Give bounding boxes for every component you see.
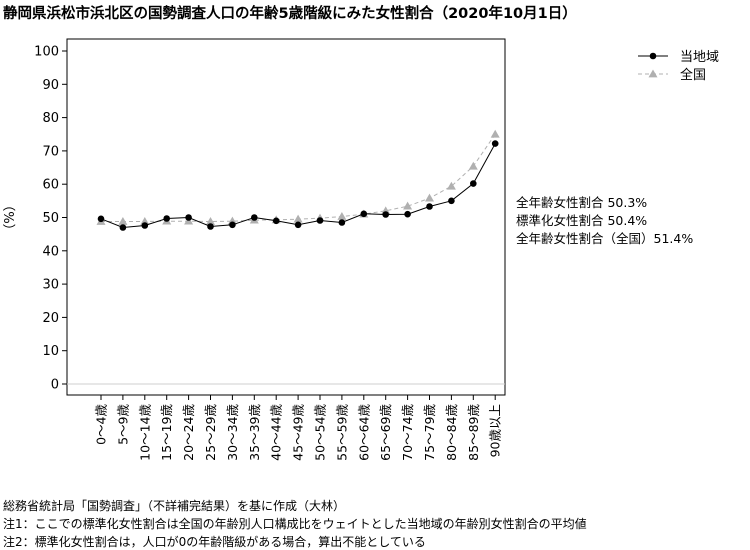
data-point <box>229 221 236 229</box>
plot-frame <box>66 38 506 396</box>
data-point <box>206 216 215 225</box>
data-point <box>338 219 346 226</box>
x-tick-label: 20～24歳 <box>181 404 196 461</box>
y-tick-label: 50 <box>42 211 59 226</box>
data-point <box>468 161 478 170</box>
x-tick-label: 40～44歳 <box>269 404 284 461</box>
x-tick-label: 5～9歳 <box>115 404 130 445</box>
y-tick-label: 40 <box>42 244 59 259</box>
series-line <box>101 134 496 223</box>
data-point <box>491 140 499 147</box>
data-point <box>272 217 280 225</box>
x-tick-label: 90歳以上 <box>488 404 503 457</box>
legend-marker <box>649 52 657 60</box>
data-point <box>490 129 500 138</box>
x-tick-label: 75～79歳 <box>422 404 437 461</box>
x-tick-label: 50～54歳 <box>313 404 328 461</box>
y-tick-label: 80 <box>42 111 59 126</box>
x-tick-label: 60～64歳 <box>356 404 371 461</box>
chart-title: 静岡県浜松市浜北区の国勢調査人口の年齢5歳階級にみた女性割合（2020年10月1… <box>3 6 577 22</box>
x-tick-label: 25～29歳 <box>203 404 218 461</box>
annotation-all-age-ratio: 全年齢女性割合 50.3% <box>516 195 648 210</box>
data-point <box>448 197 455 205</box>
data-point <box>294 221 302 229</box>
data-point <box>141 222 149 229</box>
x-tick-label: 0～4歳 <box>94 404 109 445</box>
x-tick-label: 85～89歳 <box>466 404 481 461</box>
data-point <box>163 215 170 222</box>
data-point <box>470 180 477 187</box>
y-tick-label: 70 <box>42 144 59 159</box>
data-point <box>207 223 214 230</box>
data-point <box>360 210 368 218</box>
data-point <box>337 212 347 220</box>
series-national <box>96 129 500 225</box>
data-point <box>185 214 192 221</box>
x-tick-label: 70～74歳 <box>400 404 415 461</box>
x-tick-label: 55～59歳 <box>334 404 349 461</box>
x-tick-label: 80～84歳 <box>444 404 459 461</box>
data-point <box>119 224 127 231</box>
data-point <box>403 201 413 210</box>
footnote-note-2: 注2：標準化女性割合は，人口が0の年齢階級がある場合，算出不能としている <box>3 535 426 549</box>
y-tick-label: 100 <box>34 45 59 60</box>
data-point <box>425 193 434 202</box>
y-tick-label: 20 <box>42 311 59 326</box>
legend-marker <box>648 69 658 78</box>
y-tick-label: 10 <box>42 344 59 359</box>
series-layer <box>96 129 500 231</box>
x-tick-label: 45～49歳 <box>291 404 306 461</box>
data-point <box>251 214 258 221</box>
y-tick-label: 30 <box>42 278 59 293</box>
legend-label: 当地域 <box>680 50 719 65</box>
x-tick-label: 10～14歳 <box>137 404 152 461</box>
chart-axes: 0 10 20 30 40 50 60 70 80 90 100 （%） 0～4歳 5～9歳 10～14歳 1… <box>3 38 506 461</box>
data-point <box>426 203 433 210</box>
data-point <box>293 214 303 223</box>
data-point <box>382 211 390 218</box>
data-point <box>97 215 105 223</box>
data-point <box>118 216 128 225</box>
series-local <box>97 140 499 231</box>
x-tick-label: 30～34歳 <box>225 404 240 461</box>
x-tick-label: 15～19歳 <box>159 404 174 461</box>
y-tick-label: 90 <box>42 78 59 93</box>
x-tick-label: 65～69歳 <box>378 404 393 461</box>
y-tick-label: 60 <box>42 178 59 193</box>
x-tick-label: 35～39歳 <box>247 404 262 461</box>
data-point <box>316 217 324 224</box>
legend-label: 全国 <box>680 67 706 83</box>
data-point <box>446 181 456 190</box>
annotation-standardized-ratio: 標準化女性割合 50.4% <box>516 213 648 228</box>
footnote-source: 総務省統計局「国勢調査」（不詳補完結果）を基に作成（大林） <box>3 499 346 513</box>
y-axis-label: （%） <box>3 198 18 236</box>
footnote-note-1: 注1：ここでの標準化女性割合は全国の年齢別人口構成比をウェイトとした当地域の年齢… <box>3 517 587 531</box>
data-point <box>404 210 411 218</box>
annotation-national-ratio: 全年齢女性割合（全国）51.4% <box>516 231 694 246</box>
data-point <box>140 216 150 225</box>
y-tick-label: 0 <box>51 378 59 393</box>
